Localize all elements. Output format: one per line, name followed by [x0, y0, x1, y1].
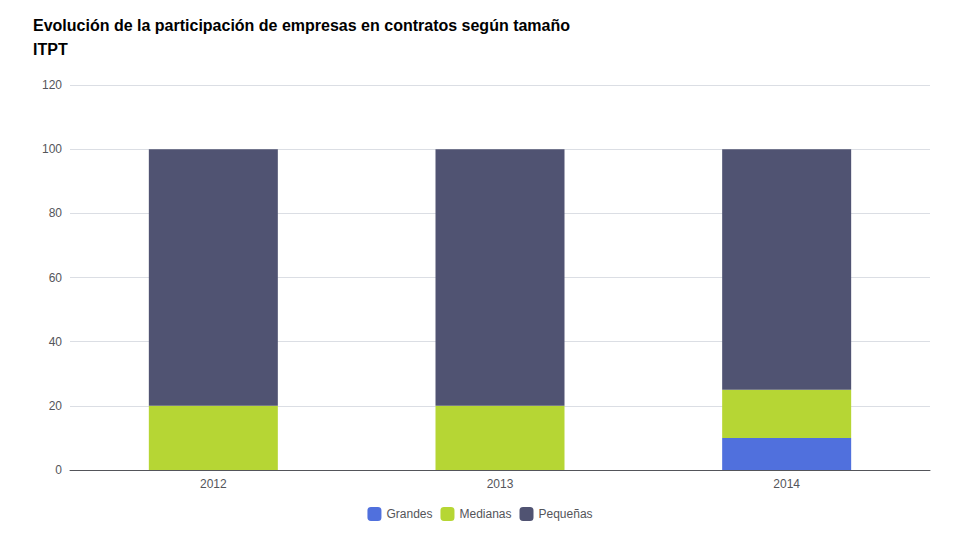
- svg-text:2014: 2014: [773, 477, 800, 491]
- svg-text:60: 60: [49, 271, 63, 285]
- svg-text:80: 80: [49, 206, 63, 220]
- svg-text:2012: 2012: [200, 477, 227, 491]
- svg-text:2013: 2013: [487, 477, 514, 491]
- svg-text:ITPT: ITPT: [33, 41, 68, 58]
- svg-text:40: 40: [49, 335, 63, 349]
- svg-text:Grandes: Grandes: [386, 507, 432, 521]
- svg-text:0: 0: [55, 463, 62, 477]
- svg-text:120: 120: [42, 78, 62, 92]
- svg-text:Pequeñas: Pequeñas: [539, 507, 593, 521]
- svg-text:Medianas: Medianas: [459, 507, 511, 521]
- svg-text:100: 100: [42, 142, 62, 156]
- svg-text:20: 20: [49, 399, 63, 413]
- svg-text:Evolución de la participación: Evolución de la participación de empresa…: [33, 17, 570, 34]
